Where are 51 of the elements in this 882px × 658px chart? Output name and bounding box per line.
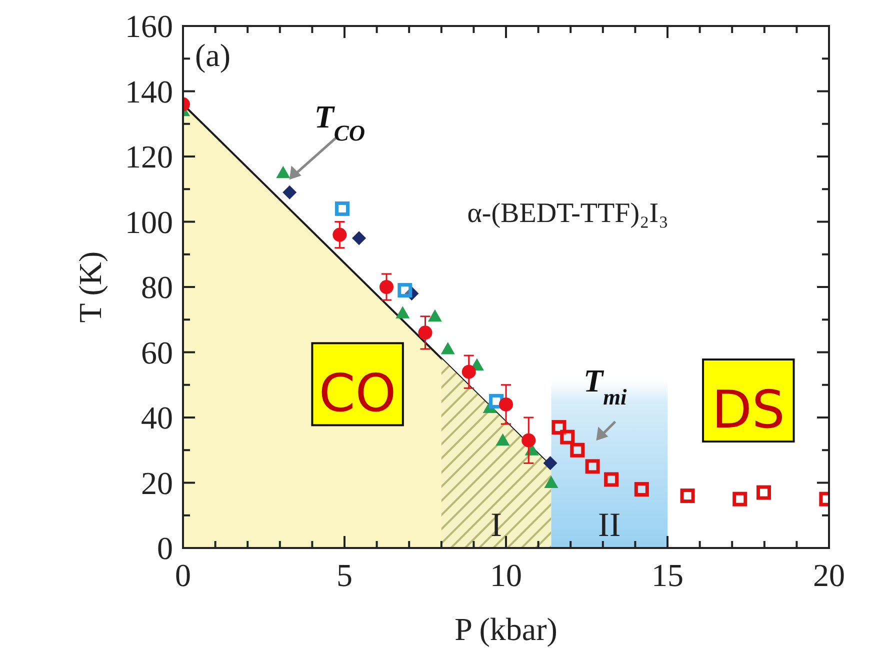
y-tick-label: 100: [125, 204, 173, 240]
point: [522, 433, 536, 448]
point: [560, 430, 575, 444]
y-tick-label: 80: [141, 269, 173, 305]
y-tick-label: 160: [125, 8, 173, 44]
y-tick-label: 20: [141, 464, 173, 501]
annotation: T$_{mi}$: [584, 362, 628, 409]
point: [552, 420, 566, 435]
point: [276, 166, 290, 178]
point: [543, 456, 558, 470]
annotation: DS: [712, 380, 785, 440]
point: [396, 306, 410, 318]
point: [496, 433, 510, 446]
point: [499, 397, 513, 412]
x-tick-label: 15: [652, 557, 684, 593]
point: [634, 482, 649, 497]
point: [332, 228, 347, 242]
point: [756, 485, 772, 500]
point: [585, 459, 600, 474]
x-axis-title: P (kbar): [454, 611, 558, 647]
x-tick-label: 20: [813, 557, 845, 593]
y-tick-label: 0: [157, 530, 173, 566]
y-tick-label: 40: [141, 400, 173, 436]
annotation: CO: [318, 364, 396, 424]
point: [570, 442, 585, 458]
point: [680, 488, 695, 504]
point: [398, 283, 412, 298]
point: [732, 492, 748, 506]
annotation: (a): [195, 37, 231, 73]
point: [334, 201, 350, 216]
point: [604, 472, 619, 487]
point: [352, 231, 366, 246]
point: [404, 286, 419, 301]
point: [462, 364, 476, 379]
point: [428, 309, 442, 322]
annotation: α-(BEDT-TTF)₂I₃: [467, 198, 668, 229]
point: [440, 342, 455, 354]
x-tick-label: 10: [490, 557, 522, 593]
y-tick-label: 60: [141, 334, 173, 370]
point: [282, 185, 297, 200]
band-label: II: [598, 507, 621, 544]
band-label: I: [490, 507, 502, 544]
point: [418, 326, 432, 340]
point: [379, 280, 394, 294]
x-tick-label: 5: [336, 557, 352, 593]
y-axis-title: T (K): [72, 251, 108, 323]
point: [482, 400, 497, 413]
y-tick-label: 120: [125, 138, 173, 174]
point: [544, 476, 558, 488]
y-tick-label: 140: [125, 73, 173, 110]
annotation: T$_{CO}$: [314, 98, 366, 146]
